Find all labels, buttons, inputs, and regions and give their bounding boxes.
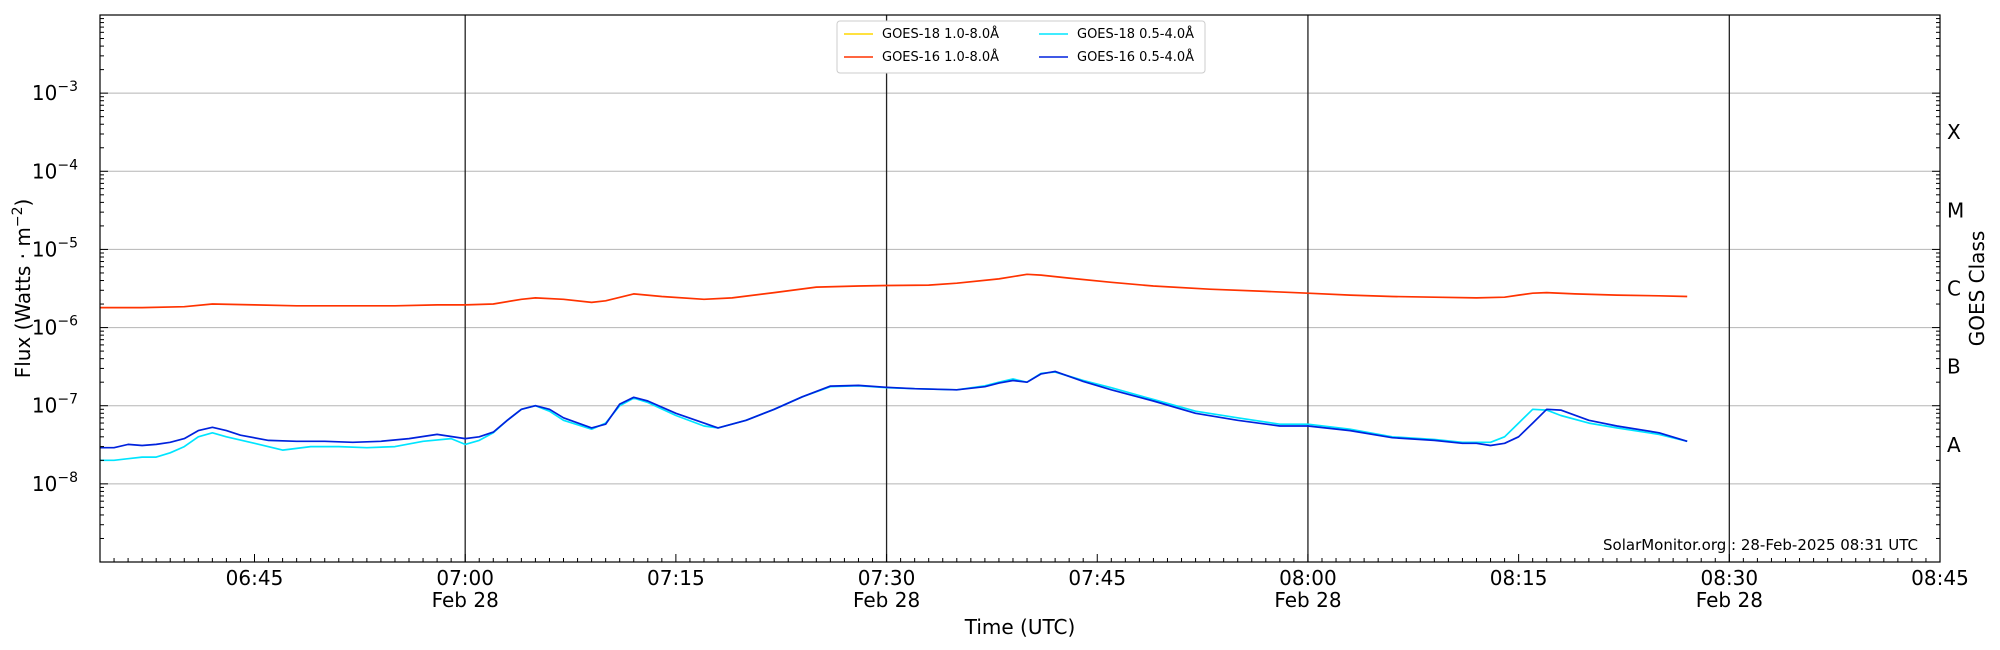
x-tick-date-label: Feb 28 xyxy=(432,588,499,612)
x-tick-date-label: Feb 28 xyxy=(1274,588,1341,612)
gridlines xyxy=(100,92,1940,485)
goes-class-label: B xyxy=(1947,355,1961,379)
y-tick-label: 10−3 xyxy=(32,79,78,105)
y-tick-label: 10−6 xyxy=(32,314,78,340)
x-tick-label: 08:15 xyxy=(1490,566,1548,590)
axis-ticks xyxy=(100,18,1940,563)
y-tick-label: 10−8 xyxy=(32,470,78,496)
goes-class-labels: A B C M X xyxy=(1947,120,1964,457)
y-tick-label: 10−7 xyxy=(32,392,78,418)
x-tick-label: 07:45 xyxy=(1068,566,1126,590)
series-lines xyxy=(100,273,1688,462)
y-axis-label: Flux (Watts · m−2) xyxy=(10,199,35,379)
series-line xyxy=(100,371,1688,462)
credit-text: SolarMonitor.org : 28-Feb-2025 08:31 UTC xyxy=(1603,536,1918,554)
goes-class-label: X xyxy=(1947,120,1961,144)
y-tick-label: 10−4 xyxy=(32,157,78,183)
x-axis-label: Time (UTC) xyxy=(964,615,1076,639)
goes-class-label: M xyxy=(1947,198,1964,222)
legend: GOES-18 1.0-8.0Å GOES-16 1.0-8.0Å GOES-18 … xyxy=(836,20,1206,74)
legend-entry: GOES-16 0.5-4.0Å xyxy=(1077,49,1194,65)
x-tick-label: 08:45 xyxy=(1911,566,1969,590)
legend-box xyxy=(836,20,1206,74)
x-tick-label: 08:30 xyxy=(1700,566,1758,590)
x-tick-label: 06:45 xyxy=(226,566,284,590)
legend-entry: GOES-18 1.0-8.0Å xyxy=(882,26,999,42)
vertical-marker-lines xyxy=(464,15,1730,562)
goes-class-label: C xyxy=(1947,277,1961,301)
x-tick-label: 08:00 xyxy=(1279,566,1337,590)
x-tick-date-label: Feb 28 xyxy=(1696,588,1763,612)
plot-frame xyxy=(99,14,1941,563)
x-tick-label: 07:00 xyxy=(436,566,494,590)
x-tick-label: 07:30 xyxy=(858,566,916,590)
series-line xyxy=(100,370,1688,449)
x-tick-label: 07:15 xyxy=(647,566,705,590)
legend-entry: GOES-18 0.5-4.0Å xyxy=(1077,26,1194,42)
x-tick-date-label: Feb 28 xyxy=(853,588,920,612)
legend-entry: GOES-16 1.0-8.0Å xyxy=(882,49,999,65)
right-axis-label: GOES Class xyxy=(1965,231,1989,347)
y-tick-label: 10−5 xyxy=(32,235,78,261)
series-line xyxy=(100,273,1688,309)
goes-class-label: A xyxy=(1947,433,1961,457)
